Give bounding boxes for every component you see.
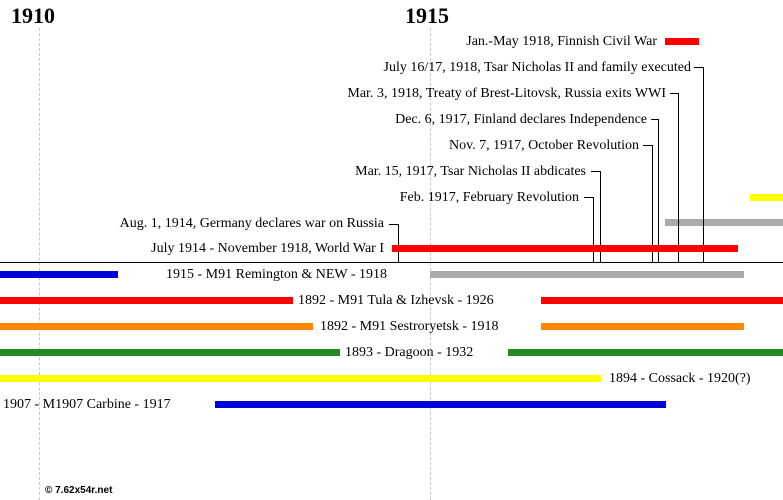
event-connector [398,224,399,263]
event-connector [703,67,704,263]
rifle-sestroryetsk-label: 1892 - M91 Sestroryetsk - 1918 [320,319,499,334]
dragoon-bar-left [0,349,340,356]
event-connector [651,119,659,120]
event-connector [389,224,399,225]
event-connector [584,197,594,198]
rifle-cossack-label: 1894 - Cossack - 1920(?) [609,371,751,386]
event-finnish-civil-war-label: Jan.-May 1918, Finnish Civil War [466,34,657,49]
year-1910-label: 1910 [11,3,55,28]
finnish-civil-war-bar [665,38,699,45]
sestroryetsk-bar-left [0,323,313,330]
year-1910-gridline [39,28,40,500]
rifle-tula-izhevsk-label: 1892 - M91 Tula & Izhevsk - 1926 [298,293,494,308]
rifle-dragoon-label: 1893 - Dragoon - 1932 [345,345,474,360]
gray-continuation-bar [665,219,783,226]
timeline-separator-line [0,262,783,263]
event-october-revolution-label: Nov. 7, 1917, October Revolution [448,138,639,153]
yellow-continuation-bar [750,194,783,201]
copyright-text: © 7.62x54r.net [45,485,113,496]
event-connector [600,171,601,263]
event-connector [678,93,679,263]
event-world-war-i-label: July 1914 - November 1918, World War I [151,241,384,256]
event-connector [652,145,653,263]
event-connector [670,93,679,94]
event-february-revolution-label: Feb. 1917, February Revolution [399,190,579,205]
remington-bar [430,271,744,278]
tula-izhevsk-bar-right [541,297,783,304]
event-connector [658,119,659,263]
dragoon-bar-right [508,349,783,356]
blue-continuation-bar [0,271,118,278]
event-brest-litovsk-label: Mar. 3, 1918, Treaty of Brest-Litovsk, R… [347,86,666,101]
year-1915-label: 1915 [405,3,449,28]
world-war-i-bar [392,245,738,252]
event-connector [643,145,653,146]
event-tsar-executed-label: July 16/17, 1918, Tsar Nicholas II and f… [383,60,691,75]
tula-izhevsk-bar-left [0,297,293,304]
event-tsar-abdicates-label: Mar. 15, 1917, Tsar Nicholas II abdicate… [355,164,586,179]
event-connector [591,171,601,172]
event-connector [593,197,594,263]
cossack-bar [0,375,601,382]
event-connector [694,67,704,68]
rifle-carbine-label: 1907 - M1907 Carbine - 1917 [3,397,171,412]
rifle-remington-label: 1915 - M91 Remington & NEW - 1918 [166,267,388,282]
year-1915-gridline [430,28,431,500]
event-germany-declares-war-label: Aug. 1, 1914, Germany declares war on Ru… [119,216,384,231]
sestroryetsk-bar-right [541,323,744,330]
event-finland-independence-label: Dec. 6, 1917, Finland declares Independe… [395,112,647,127]
carbine-bar [215,401,666,408]
